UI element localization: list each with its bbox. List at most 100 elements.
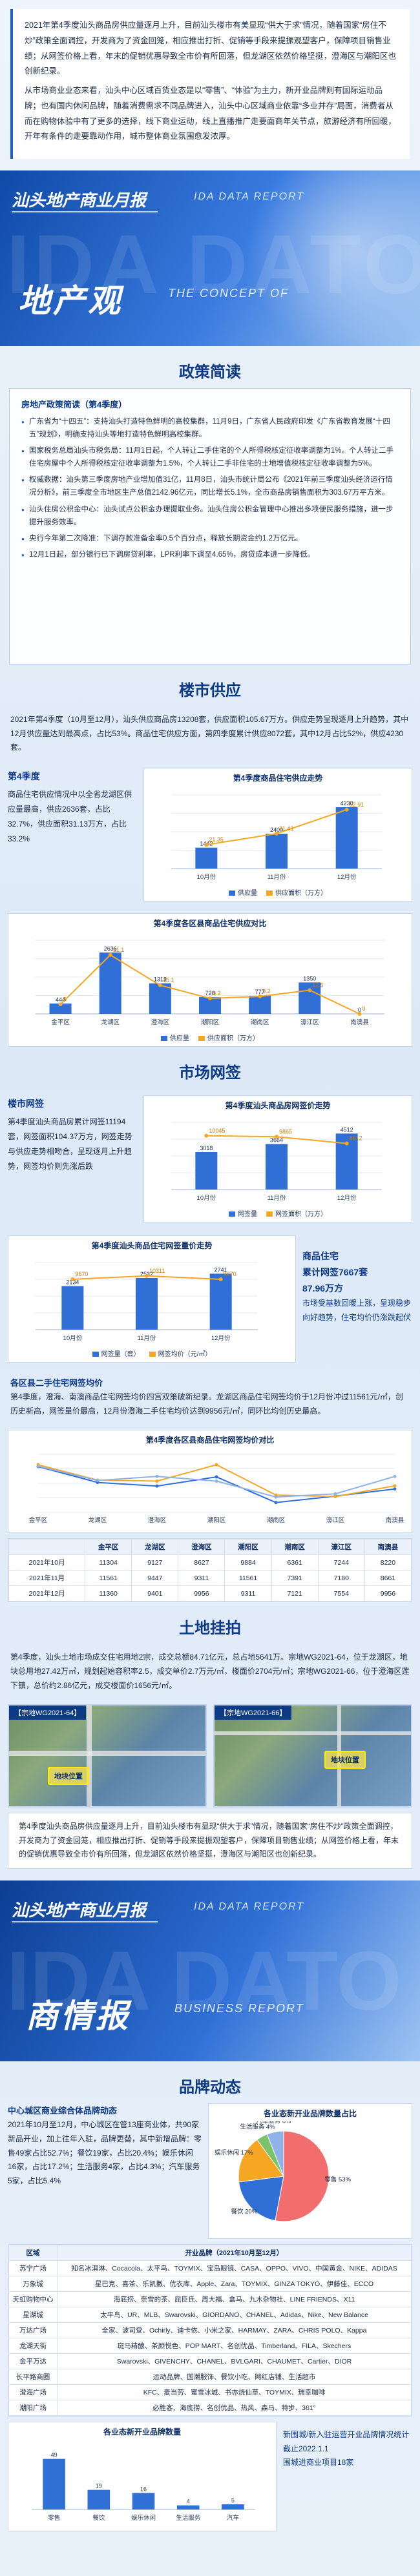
table-cell: 太平鸟、UR、MLB、Swarovski、GIORDANO、CHANEL、Adi… bbox=[56, 2306, 412, 2323]
table-row: 长平路商圈 运动品牌、国潮服饰、餐饮小吃、网红店铺、生活超市 bbox=[8, 2368, 412, 2385]
chart-title: 各业态新开业品牌数量占比 bbox=[263, 2108, 357, 2118]
bar bbox=[87, 2489, 110, 2509]
bar bbox=[43, 2458, 65, 2509]
line-data-label: 8.2 bbox=[213, 990, 221, 996]
x-tick-label: 潮阳区 bbox=[201, 1018, 220, 1026]
line-data-label: 12.5 bbox=[312, 982, 324, 988]
banner-shine bbox=[246, 170, 420, 346]
bar-data-label: 4230 bbox=[341, 800, 353, 807]
bar bbox=[132, 2493, 155, 2509]
x-tick-label: 12月份 bbox=[337, 873, 357, 881]
bar bbox=[195, 1151, 218, 1190]
bar-data-label: 16 bbox=[140, 2486, 147, 2492]
line-data-label: 9670 bbox=[224, 1271, 236, 1277]
line-point bbox=[344, 1141, 349, 1146]
chart-title: 各业态新开业品牌数量 bbox=[103, 2427, 181, 2437]
price-table-grid: 金平区 龙湖区 澄海区 潮阳区 潮南区 濠江区 南澳县 2021年10月 11304 9127 86… bbox=[8, 1539, 412, 1602]
sign-aside-a: 商品住宅 bbox=[302, 1250, 339, 1261]
table-cell: 7180 bbox=[317, 1570, 365, 1587]
banner-bg-word: IDA DATO bbox=[6, 1933, 402, 2028]
table-cell: 7244 bbox=[317, 1554, 365, 1571]
line-data-label: 9.2 bbox=[262, 988, 271, 994]
district-price-chart: 第4季度各区县商品住宅网签均价对比 金平区 龙湖区 澄海区 潮阳区 潮南区 濠江区 南澳县 bbox=[8, 1430, 412, 1534]
x-tick-label: 12月份 bbox=[337, 1194, 357, 1202]
table-cell: 潮阳广场 bbox=[8, 2399, 58, 2416]
table-cell: 万达广场 bbox=[8, 2322, 58, 2338]
line-data-label: 10311 bbox=[149, 1268, 165, 1274]
chart-legend: 供应量 供应面积（万方） bbox=[12, 1033, 408, 1042]
sign-title: 市场网签 bbox=[179, 1064, 241, 1082]
brand-sub: 中心城区商业综合体品牌动态 bbox=[8, 2105, 118, 2116]
bar-data-label: 5 bbox=[231, 2497, 235, 2504]
table-cell: 海底捞、奈雪的茶、屈臣氏、周大福、盒马、九木杂物社、LINE FRIENDS、X… bbox=[56, 2291, 412, 2307]
chart-title: 第4季度各区县商品住宅供应对比 bbox=[153, 918, 267, 928]
table-row: 2021年10月 11304 9127 8627 9884 6361 7244 8220 bbox=[8, 1554, 412, 1571]
x-tick-label: 11月份 bbox=[268, 873, 286, 881]
supply-side: 第4季度 商品住宅供应情况中以全省龙湖区供应量最高，供应2636套，占比32.7… bbox=[8, 768, 137, 902]
table-cell: 8661 bbox=[364, 1570, 412, 1587]
bar-data-label: 1313 bbox=[154, 976, 167, 982]
table-row: 潮阳广场 必胜客、海底捞、名创优品、热风、森马、特步、361° bbox=[8, 2399, 412, 2416]
table-cell: 万象城 bbox=[8, 2275, 58, 2292]
table-cell: 11561 bbox=[85, 1570, 132, 1587]
table-row: 万象城 星巴克、喜茶、乐凯撒、优衣库、Apple、Zara、TOYMIX、GINZ… bbox=[8, 2275, 412, 2292]
banner-big-title: 商情报 bbox=[26, 1997, 131, 2034]
line-point bbox=[218, 1277, 223, 1281]
supply-side-lead: 第4季度 bbox=[8, 770, 40, 781]
table-cell: 全家、波司登、Ochirly、迪卡侬、小米之家、HARMAY、ZARA、CHRI… bbox=[56, 2322, 412, 2338]
line-data-label: 9865 bbox=[279, 1128, 292, 1135]
line-data-label: 0 bbox=[362, 1005, 365, 1012]
bar bbox=[209, 1273, 232, 1330]
price-paragraph: 各区县二手住宅网签均价 第4季度，澄海、南澳商品住宅网签均价四宫双策破新纪录。龙… bbox=[0, 1369, 420, 1425]
x-tick-label: 澄海区 bbox=[148, 1516, 167, 1524]
line-point bbox=[155, 1485, 159, 1489]
chart-title: 第4季度汕头商品住宅网签量价走势 bbox=[91, 1241, 213, 1250]
table-cell: 星湖城 bbox=[8, 2306, 58, 2323]
x-tick-label: 10月份 bbox=[197, 873, 216, 881]
line-point bbox=[258, 994, 262, 998]
lot-marker: 地块位置 bbox=[324, 1751, 366, 1769]
sign-aside-d: 市场受基数回暖上涨，呈现稳步向好趋势，住宅均价仍涨跌起伏 bbox=[302, 1299, 412, 1322]
table-cell: 知名冰淇淋、Cocacola、太平鸟、TOYMIX、宝岛眼镜、CASA、OPPO… bbox=[56, 2260, 412, 2276]
bar-data-label: 1350 bbox=[303, 975, 316, 982]
legend-item: 网签均价（元/㎡） bbox=[149, 1348, 211, 1358]
brand-table-grid: 区域 开业品牌（2021年10月至12月） 苏宁广场 知名冰淇淋、Cocacola、太… bbox=[8, 2244, 412, 2416]
bar bbox=[335, 807, 358, 869]
table-row: 苏宁广场 知名冰淇淋、Cocacola、太平鸟、TOYMIX、宝岛眼镜、CASA、… bbox=[8, 2260, 412, 2276]
line-point bbox=[58, 1002, 63, 1007]
bar-data-label: 2134 bbox=[66, 1279, 79, 1285]
table-cell: 9956 bbox=[178, 1585, 226, 1602]
line-point bbox=[333, 1495, 337, 1499]
supply-row: 第4季度 商品住宅供应情况中以全省龙湖区供应量最高，供应2636套，占比32.7… bbox=[0, 761, 420, 908]
x-tick-label: 澄海区 bbox=[151, 1018, 170, 1026]
policy-item: 权威数据：汕头第三季度房地产业增加值31亿，11月8日，汕头市统计局公布《202… bbox=[21, 473, 399, 499]
supply-district-svg: 444 金平区 2636 龙湖区 1313 澄海区 720 潮阳区 777 潮南区 1350 濠江区 0… bbox=[36, 940, 384, 1026]
line-point bbox=[215, 1463, 218, 1467]
brand-desc: 2021年10月至12月，中心城区在管13座商业体，共90家新品开业，加上往年入… bbox=[8, 2120, 202, 2185]
x-tick-label: 餐饮 bbox=[92, 2514, 105, 2522]
line-point bbox=[215, 1475, 218, 1479]
bar bbox=[299, 982, 321, 1014]
sign-aside-b: 累计网签7667套 bbox=[302, 1266, 368, 1277]
x-tick-label: 濠江区 bbox=[300, 1018, 319, 1026]
land-map-2: 【宗地WG2021-66】 地块位置 bbox=[213, 1704, 412, 1808]
legend-item: 供应量 bbox=[229, 887, 257, 897]
legend-item: 网签量 bbox=[229, 1208, 257, 1218]
table-header-cell: 区域 bbox=[8, 2244, 58, 2261]
table-cell: 7121 bbox=[271, 1585, 319, 1602]
bar-data-label: 3664 bbox=[270, 1137, 283, 1143]
banner-business: IDA DATO 汕头地产商业月报 IDA DATA REPORT 商情报 BU… bbox=[0, 1880, 420, 2061]
x-tick-label: 龙湖区 bbox=[101, 1018, 120, 1026]
banner-real-estate: IDA DATO 汕头地产商业月报 IDA DATA REPORT 地产观 TH… bbox=[0, 170, 420, 346]
intro-paragraph-1: 2021年第4季度汕头商品房供应量逐月上升，目前汕头楼市有美显现“供大于求”情况… bbox=[25, 21, 397, 76]
x-tick-label: 生活服务 bbox=[176, 2514, 201, 2522]
policy-heading: 房地产政策简读（第4季度） bbox=[21, 400, 127, 409]
x-tick-label: 零售 bbox=[48, 2514, 60, 2522]
bar-data-label: 4 bbox=[187, 2499, 190, 2505]
table-cell: 8627 bbox=[178, 1554, 226, 1571]
x-tick-label: 11月份 bbox=[268, 1194, 286, 1202]
brand-note-1: 新围城/新入驻运营开业品牌情况统计截止2022.1.1 bbox=[283, 2429, 410, 2453]
banner-report-title: 汕头地产商业月报 bbox=[12, 187, 158, 212]
land-title: 土地挂拍 bbox=[179, 1620, 241, 1638]
table-cell: 7391 bbox=[271, 1570, 319, 1587]
